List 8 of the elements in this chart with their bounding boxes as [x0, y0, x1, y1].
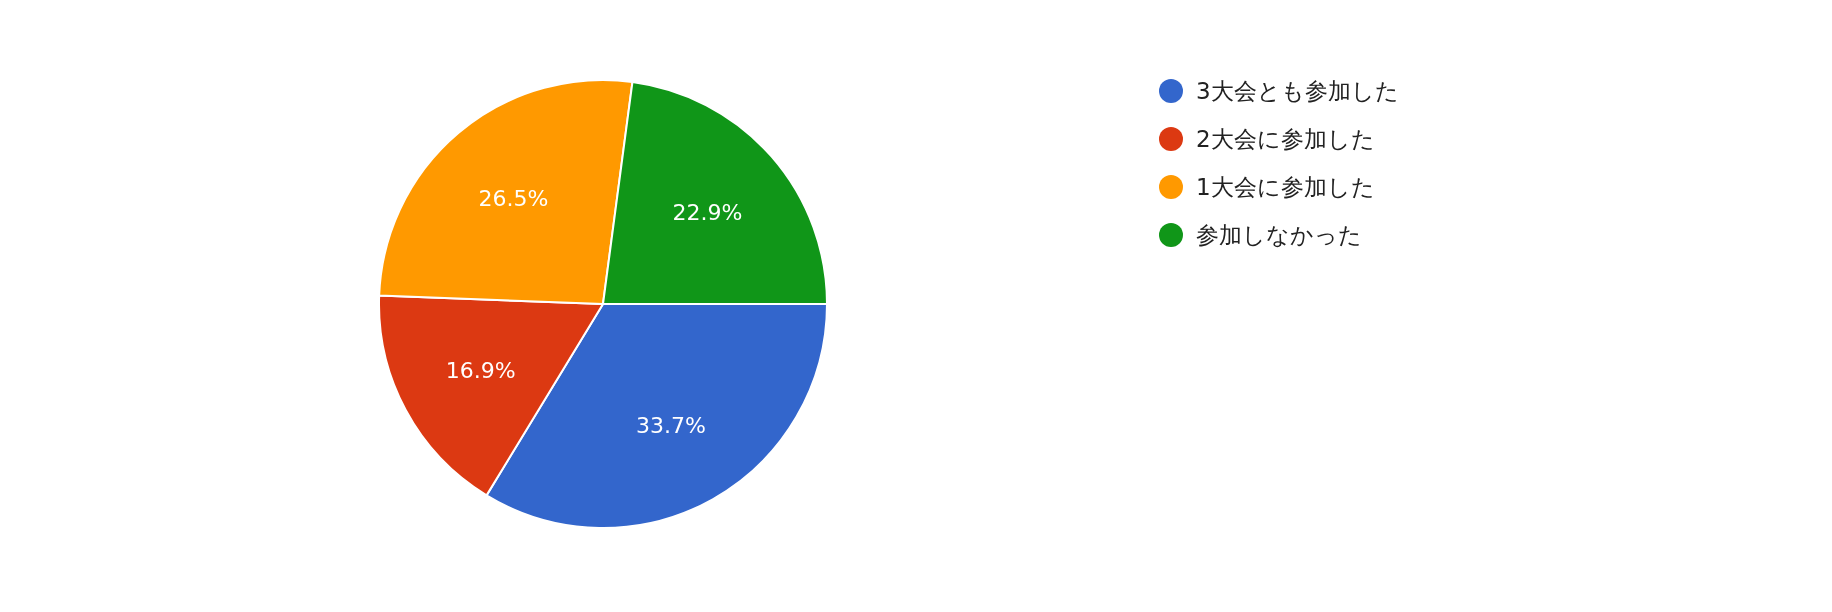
legend-label: 1大会に参加した: [1196, 174, 1375, 200]
legend-label: 3大会とも参加した: [1196, 78, 1399, 104]
data-label: 16.9%: [445, 357, 516, 383]
data-label: 22.9%: [672, 200, 743, 226]
data-label: 33.7%: [636, 413, 706, 439]
legend-label: 2大会に参加した: [1196, 126, 1375, 152]
data-label: 26.5%: [478, 185, 549, 211]
legend-label: 参加しなかった: [1196, 222, 1362, 248]
